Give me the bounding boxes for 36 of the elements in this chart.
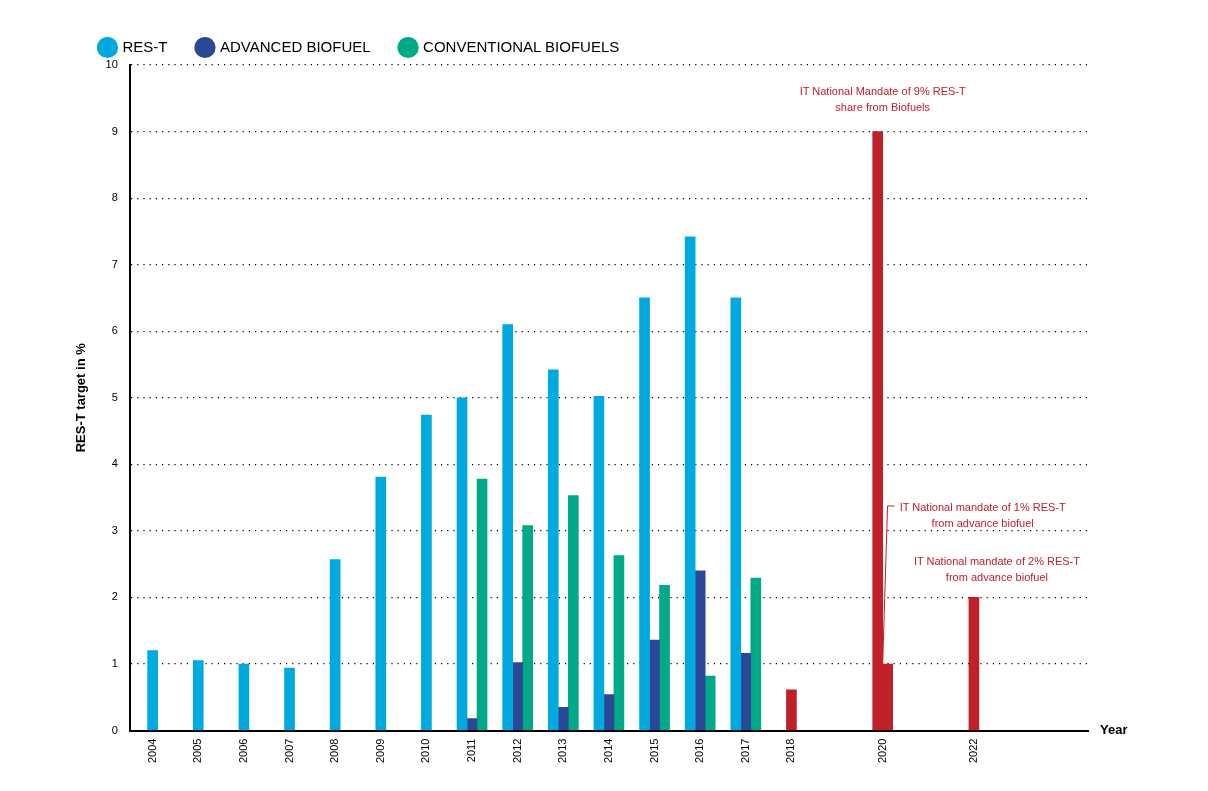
legend-label: ADVANCED BIOFUEL (220, 37, 371, 55)
x-tick-label: 2017 (738, 738, 751, 764)
annotation: IT National Mandate of 9% RES-T share from Biofuels (799, 85, 966, 114)
annotation: IT National mandate of 2% RES-T from advance biofuel (913, 554, 1081, 583)
x-tick-label: 2010 (419, 738, 432, 764)
x-tick-label: 2009 (373, 738, 386, 764)
x-tick-label: 2011 (465, 738, 478, 763)
x-tick-label: 2014 (601, 738, 614, 764)
x-tick-label: 2020 (875, 738, 888, 764)
y-tick-label: 9 (111, 124, 118, 137)
y-tick-label: 4 (111, 457, 118, 470)
y-tick-label: 5 (111, 390, 118, 403)
x-tick-label: 2013 (556, 738, 569, 764)
y-tick-label: 6 (111, 324, 118, 337)
annotation: IT National mandate of 1% RES-T from advance biofuel (899, 500, 1066, 529)
x-tick-label: 2012 (510, 738, 523, 764)
y-tick-label: 3 (111, 523, 118, 536)
x-tick-label: 2006 (236, 738, 249, 764)
x-tick-label: 2004 (145, 738, 158, 764)
x-tick-label: 2016 (693, 738, 706, 764)
legend-label: RES-T (122, 37, 168, 55)
y-axis-title: RES-T target in % (73, 342, 89, 453)
y-tick-label: 0 (111, 723, 118, 736)
legend-label: CONVENTIONAL BIOFUELS (423, 37, 620, 55)
y-tick-label: 1 (111, 657, 118, 670)
x-tick-label: 2018 (784, 738, 797, 764)
x-tick-label: 2007 (282, 738, 295, 764)
y-tick-label: 7 (111, 257, 118, 270)
y-tick-label: 10 (105, 58, 118, 71)
x-axis-title: Year (1100, 722, 1128, 738)
x-tick-label: 2022 (966, 738, 979, 764)
y-tick-label: 2 (111, 590, 118, 603)
x-tick-label: 2005 (191, 738, 204, 764)
x-tick-label: 2008 (328, 738, 341, 764)
x-tick-label: 2015 (647, 738, 660, 764)
y-tick-label: 8 (111, 191, 118, 204)
